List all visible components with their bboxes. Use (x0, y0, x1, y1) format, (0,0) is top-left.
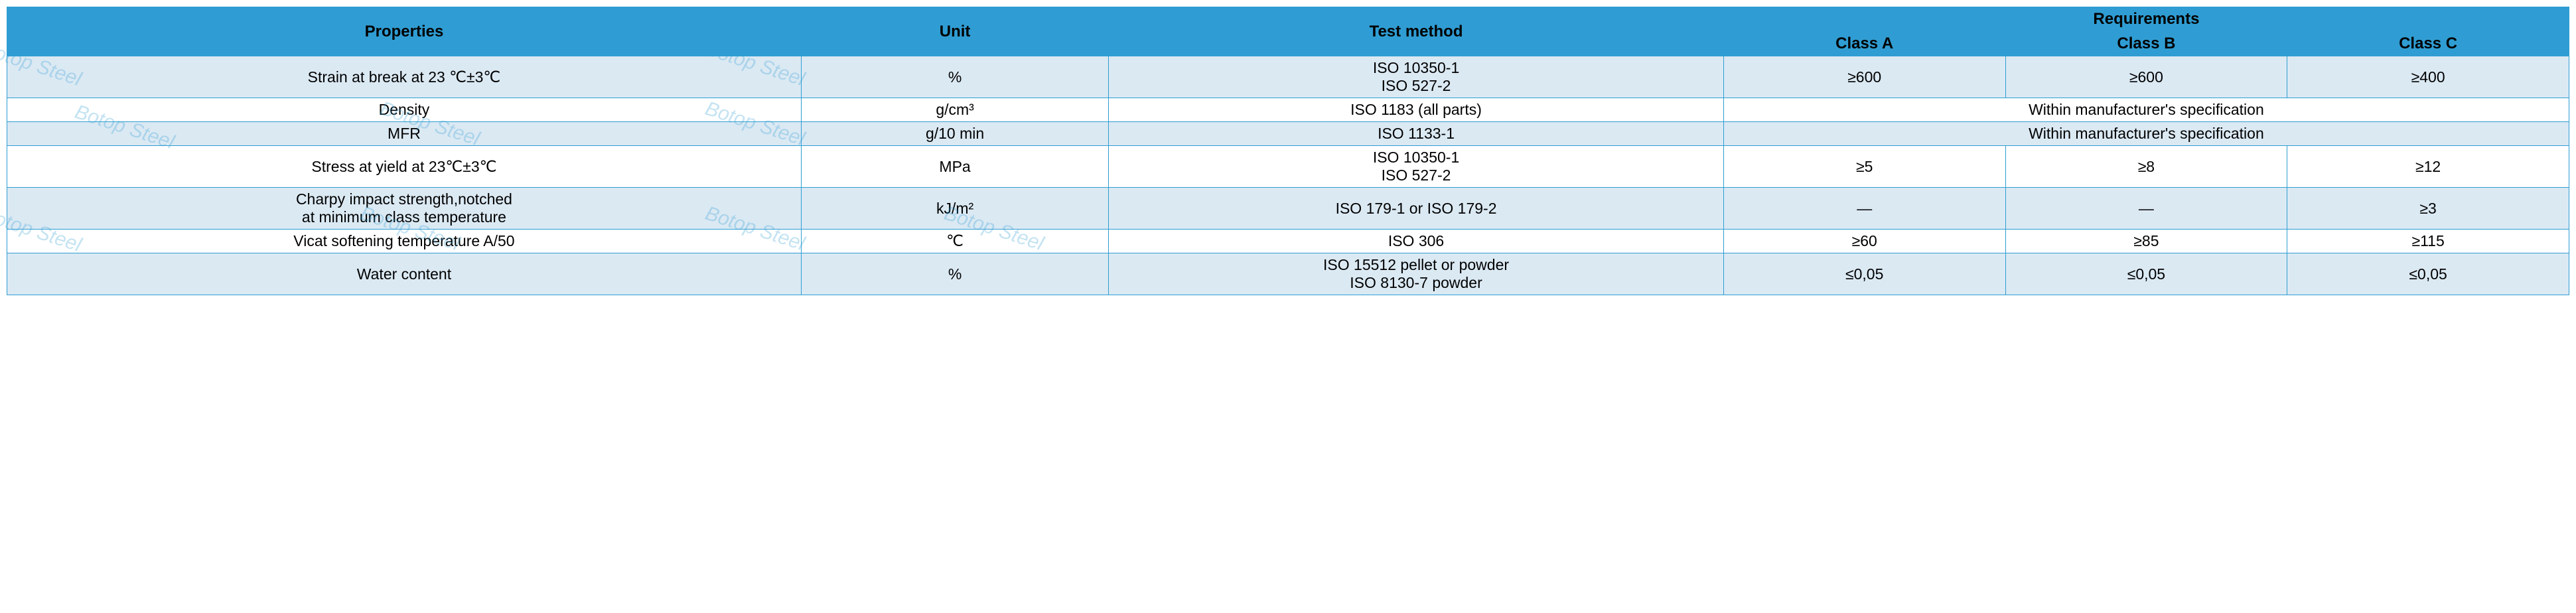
table-row: Vicat softening temperature A/50℃ISO 306… (7, 230, 2569, 253)
cell-class-a: ≥60 (1723, 230, 2005, 253)
header-properties: Properties (7, 7, 802, 56)
table-row: Stress at yield at 23℃±3℃MPaISO 10350-1I… (7, 146, 2569, 188)
header-requirements: Requirements (1723, 7, 2569, 32)
header-test-method: Test method (1109, 7, 1724, 56)
cell-method: ISO 15512 pellet or powderISO 8130-7 pow… (1109, 253, 1724, 295)
cell-method: ISO 179-1 or ISO 179-2 (1109, 188, 1724, 230)
cell-unit: % (801, 253, 1108, 295)
header-unit: Unit (801, 7, 1108, 56)
cell-class-b: ≥600 (2005, 56, 2287, 98)
cell-class-b: ≥8 (2005, 146, 2287, 188)
cell-requirement-merged: Within manufacturer's specification (1723, 98, 2569, 122)
table-row: Strain at break at 23 ℃±3℃%ISO 10350-1IS… (7, 56, 2569, 98)
cell-class-b: — (2005, 188, 2287, 230)
cell-property: Strain at break at 23 ℃±3℃ (7, 56, 802, 98)
cell-class-c: ≥115 (2287, 230, 2569, 253)
header-class-b: Class B (2005, 32, 2287, 56)
cell-property: Density (7, 98, 802, 122)
header-class-a: Class A (1723, 32, 2005, 56)
cell-class-c: ≥3 (2287, 188, 2569, 230)
spec-table: Properties Unit Test method Requirements… (7, 7, 2569, 295)
cell-unit: g/cm³ (801, 98, 1108, 122)
cell-class-c: ≥12 (2287, 146, 2569, 188)
cell-unit: % (801, 56, 1108, 98)
cell-class-c: ≥400 (2287, 56, 2569, 98)
cell-method: ISO 10350-1ISO 527-2 (1109, 146, 1724, 188)
header-class-c: Class C (2287, 32, 2569, 56)
table-row: Densityg/cm³ISO 1183 (all parts)Within m… (7, 98, 2569, 122)
cell-class-a: ≥600 (1723, 56, 2005, 98)
cell-method: ISO 306 (1109, 230, 1724, 253)
cell-class-b: ≤0,05 (2005, 253, 2287, 295)
cell-property: MFR (7, 122, 802, 146)
cell-class-a: ≤0,05 (1723, 253, 2005, 295)
cell-class-a: — (1723, 188, 2005, 230)
cell-unit: kJ/m² (801, 188, 1108, 230)
cell-method: ISO 1183 (all parts) (1109, 98, 1724, 122)
cell-property: Vicat softening temperature A/50 (7, 230, 802, 253)
cell-unit: g/10 min (801, 122, 1108, 146)
table-row: Charpy impact strength,notchedat minimum… (7, 188, 2569, 230)
table-body: Strain at break at 23 ℃±3℃%ISO 10350-1IS… (7, 56, 2569, 295)
cell-property: Charpy impact strength,notchedat minimum… (7, 188, 802, 230)
table-header: Properties Unit Test method Requirements… (7, 7, 2569, 56)
cell-property: Water content (7, 253, 802, 295)
cell-unit: ℃ (801, 230, 1108, 253)
cell-class-c: ≤0,05 (2287, 253, 2569, 295)
cell-class-b: ≥85 (2005, 230, 2287, 253)
cell-method: ISO 1133-1 (1109, 122, 1724, 146)
cell-method: ISO 10350-1ISO 527-2 (1109, 56, 1724, 98)
cell-unit: MPa (801, 146, 1108, 188)
cell-property: Stress at yield at 23℃±3℃ (7, 146, 802, 188)
table-row: Water content%ISO 15512 pellet or powder… (7, 253, 2569, 295)
cell-requirement-merged: Within manufacturer's specification (1723, 122, 2569, 146)
table-row: MFRg/10 minISO 1133-1Within manufacturer… (7, 122, 2569, 146)
cell-class-a: ≥5 (1723, 146, 2005, 188)
